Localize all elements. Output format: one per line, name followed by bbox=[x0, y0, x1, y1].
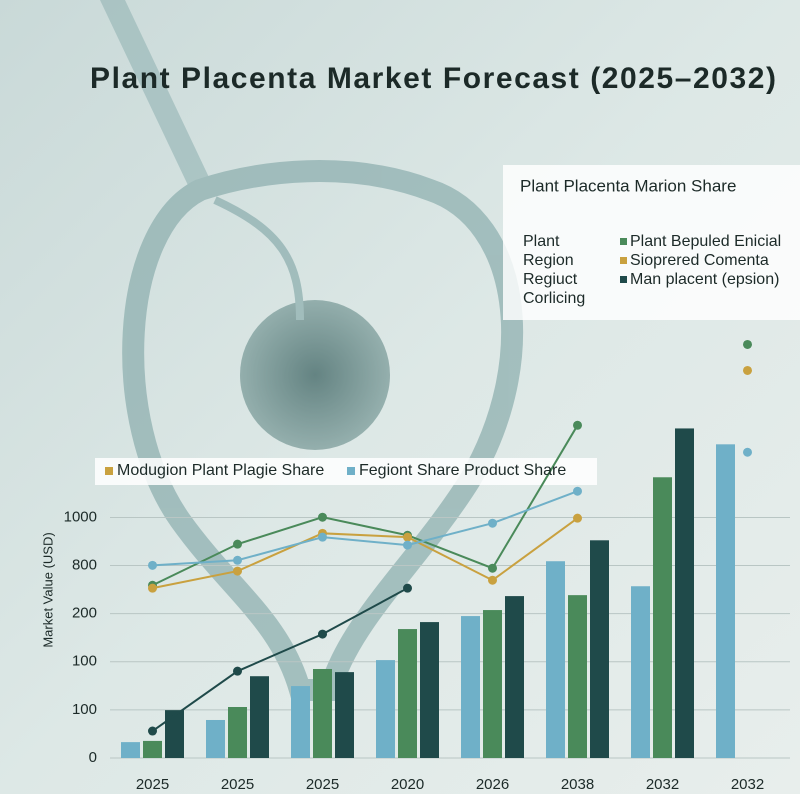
bar bbox=[461, 616, 480, 758]
legend-label: Man placent (epsion) bbox=[630, 271, 779, 288]
line-marker bbox=[743, 339, 752, 349]
bar bbox=[653, 477, 672, 758]
x-tick-label: 2032 bbox=[731, 776, 764, 793]
bar bbox=[631, 586, 650, 758]
bar bbox=[376, 660, 395, 758]
y-tick-label: 100 bbox=[72, 653, 97, 670]
line bbox=[152, 517, 579, 590]
line-marker bbox=[233, 539, 242, 549]
bar bbox=[505, 596, 524, 758]
bar bbox=[675, 428, 694, 758]
y-axis-label: Market Value (USD) bbox=[40, 532, 55, 647]
line-marker bbox=[233, 555, 242, 565]
bar bbox=[143, 740, 162, 758]
legend-label: Plant Bepuled Enicial bbox=[630, 233, 781, 250]
line bbox=[152, 424, 579, 587]
bar bbox=[398, 629, 417, 758]
bar bbox=[335, 672, 354, 758]
line-marker bbox=[318, 512, 327, 522]
y-tick-label: 0 bbox=[89, 749, 97, 766]
x-tick-label: 2025 bbox=[306, 776, 339, 793]
legend-swatch bbox=[620, 276, 627, 283]
x-tick-label: 2025 bbox=[221, 776, 254, 793]
x-tick-label: 2032 bbox=[646, 776, 679, 793]
line bbox=[152, 490, 578, 567]
chart-title: Plant Placenta Market Forecast (2025–203… bbox=[90, 62, 776, 95]
line-marker bbox=[318, 629, 327, 639]
y-tick-label: 800 bbox=[72, 557, 97, 574]
line-marker bbox=[148, 560, 157, 570]
legend-title: Plant Placenta Marion Share bbox=[520, 176, 736, 195]
line-marker bbox=[403, 583, 412, 593]
legend-swatch bbox=[620, 257, 627, 264]
bar bbox=[228, 707, 247, 758]
bar bbox=[313, 668, 332, 758]
legend-swatch bbox=[347, 467, 355, 475]
bar bbox=[206, 719, 225, 758]
y-tick-label: 100 bbox=[72, 701, 97, 718]
legend-strip bbox=[95, 458, 597, 485]
bar bbox=[250, 676, 269, 758]
line-marker bbox=[488, 563, 497, 573]
line-marker bbox=[573, 420, 582, 430]
legend-box-label: Regiuct bbox=[523, 271, 578, 288]
legend-box-label: Plant bbox=[523, 233, 560, 250]
line-marker bbox=[233, 666, 242, 676]
bar bbox=[568, 595, 587, 758]
bar bbox=[546, 561, 565, 758]
bar bbox=[590, 540, 609, 758]
bar bbox=[121, 742, 140, 758]
bar bbox=[165, 710, 184, 758]
line-marker bbox=[743, 447, 752, 457]
line bbox=[151, 587, 408, 732]
line-marker bbox=[573, 486, 582, 496]
line-marker bbox=[403, 532, 412, 542]
line-marker bbox=[148, 583, 157, 593]
bar bbox=[420, 622, 439, 758]
legend-label: Sioprered Comenta bbox=[630, 252, 769, 269]
bar bbox=[291, 686, 310, 758]
legend-label: Modugion Plant Plagie Share bbox=[117, 462, 324, 479]
legend-label: Fegiont Share Product Share bbox=[359, 462, 566, 479]
legend-box-label: Region bbox=[523, 252, 574, 269]
line-marker bbox=[233, 566, 242, 576]
line-marker bbox=[148, 726, 157, 736]
line-marker bbox=[743, 365, 752, 375]
line-marker bbox=[403, 540, 412, 550]
line-marker bbox=[488, 518, 497, 528]
y-tick-label: 1000 bbox=[64, 508, 97, 525]
line-marker bbox=[488, 575, 497, 585]
x-tick-label: 2020 bbox=[391, 776, 424, 793]
y-tick-label: 200 bbox=[72, 605, 97, 622]
line-marker bbox=[318, 532, 327, 542]
bar bbox=[483, 610, 502, 758]
legend-swatch bbox=[620, 238, 627, 245]
legend-swatch bbox=[105, 467, 113, 475]
bar bbox=[716, 444, 735, 758]
x-tick-label: 2038 bbox=[561, 776, 594, 793]
x-tick-label: 2026 bbox=[476, 776, 509, 793]
legend-box bbox=[503, 165, 800, 320]
legend-box-label: Corlicing bbox=[523, 290, 585, 307]
plant-illustration bbox=[100, 0, 524, 701]
line-marker bbox=[573, 513, 582, 523]
x-tick-label: 2025 bbox=[136, 776, 169, 793]
